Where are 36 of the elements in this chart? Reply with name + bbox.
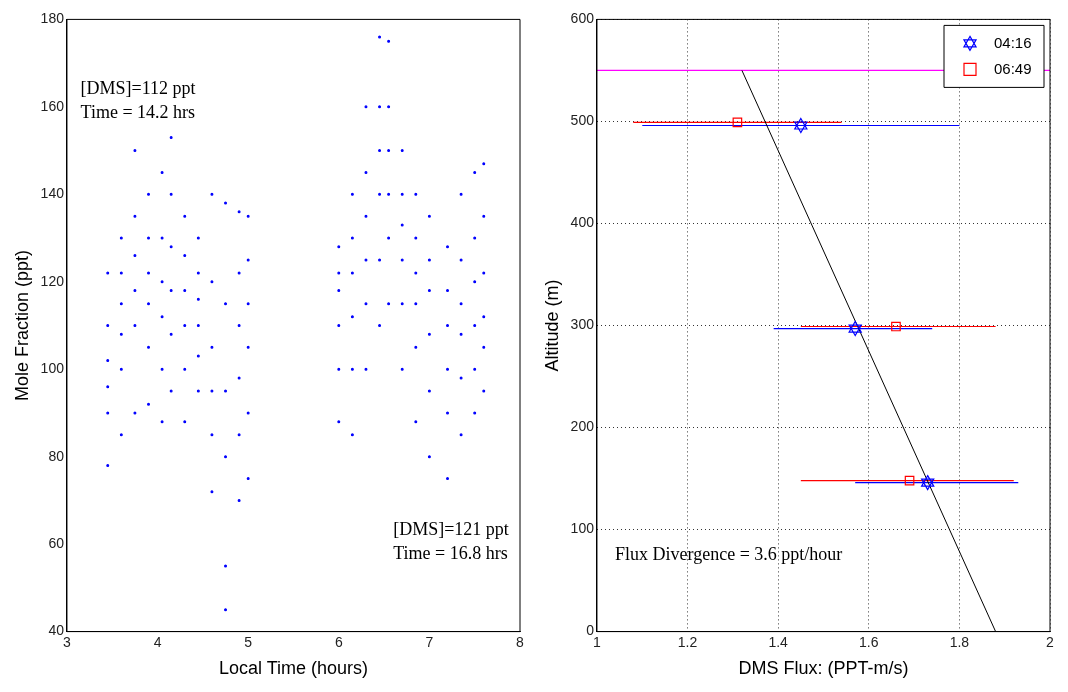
x-tick-label: 7	[425, 633, 434, 650]
y-tick-label: 40	[48, 622, 65, 639]
y-axis-title: Altitude (m)	[541, 279, 562, 372]
annotation: [DMS]=121 ppt Time = 16.8 hrs	[393, 519, 509, 564]
x-tick-label: 1	[593, 633, 602, 650]
y-tick-label: 60	[48, 535, 65, 551]
legend-label: 06:49	[994, 59, 1032, 77]
y-tick-label: 100	[570, 520, 595, 537]
y-tick-label: 500	[570, 112, 595, 129]
annotation: Flux Divergence = 3.6 ppt/hour	[615, 543, 843, 564]
x-tick-label: 6	[334, 633, 343, 650]
y-tick-label: 180	[40, 10, 65, 27]
x-tick-label: 1.6	[859, 633, 879, 650]
x-tick-label: 8	[516, 633, 525, 650]
y-tick-label: 200	[570, 418, 595, 435]
y-tick-label: 80	[48, 447, 65, 464]
y-tick-label: 300	[570, 316, 595, 333]
y-tick-label: 160	[40, 97, 65, 114]
legend-label: 04:16	[994, 33, 1032, 51]
x-axis-title: DMS Flux: (PPT-m/s)	[738, 658, 909, 679]
x-tick-label: 5	[244, 633, 253, 650]
y-tick-label: 140	[40, 185, 65, 202]
y-axis-title: Mole Fraction (ppt)	[11, 249, 32, 402]
x-tick-label: 3	[63, 633, 72, 650]
x-tick-label: 1.2	[677, 633, 698, 650]
y-tick-label: 120	[40, 272, 65, 289]
x-axis-title: Local Time (hours)	[218, 658, 369, 679]
y-tick-label: 600	[570, 10, 595, 27]
y-tick-label: 400	[570, 214, 595, 231]
x-tick-label: 4	[153, 633, 162, 650]
y-tick-label: 0	[586, 622, 595, 639]
x-tick-label: 1.4	[768, 633, 789, 650]
x-tick-label: 1.8	[949, 633, 970, 650]
y-tick-label: 100	[40, 360, 65, 377]
x-tick-label: 2	[1046, 633, 1055, 650]
annotation: [DMS]=112 ppt Time = 14.2 hrs	[80, 78, 196, 123]
